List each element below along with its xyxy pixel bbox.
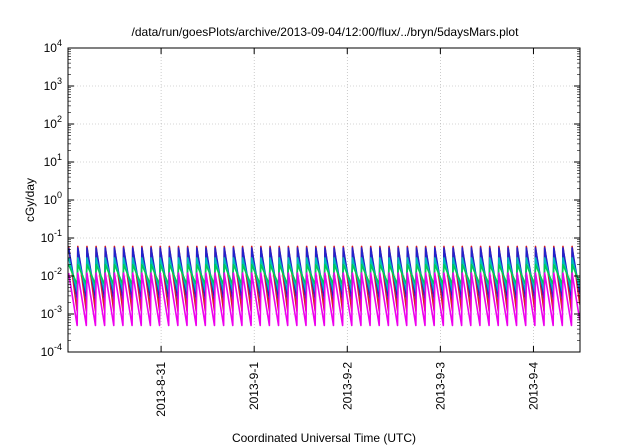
series-line-5 [67, 272, 581, 327]
y-tick-base: 10 [44, 193, 58, 207]
y-tick-exponent: -3 [54, 304, 62, 314]
y-tick-exponent: -2 [54, 266, 62, 276]
x-axis-label: Coordinated Universal Time (UTC) [232, 431, 416, 445]
y-tick-exponent: 4 [57, 38, 62, 48]
x-tick-label: 2013-8-31 [154, 362, 168, 417]
y-tick-label: 103 [44, 76, 62, 93]
y-tick-base: 10 [44, 79, 58, 93]
y-tick-base: 10 [44, 155, 58, 169]
x-tick-label: 2013-9-3 [433, 362, 447, 410]
y-tick-label: 100 [44, 190, 62, 207]
x-tick-label: 2013-9-4 [526, 362, 540, 410]
y-tick-label: 102 [44, 114, 62, 131]
y-tick-exponent: 2 [57, 114, 62, 124]
x-axis: 2013-8-31 2013-9-1 2013-9-2 2013-9-3 2013-9-… [154, 48, 540, 417]
y-tick-label: 10-3 [41, 304, 62, 321]
y-tick-label: 10-1 [41, 228, 62, 245]
chart-title: /data/run/goesPlots/archive/2013-09-04/1… [132, 25, 520, 39]
y-tick-label: 101 [44, 152, 62, 169]
y-tick-exponent: -1 [54, 228, 62, 238]
series-group [67, 245, 581, 327]
y-tick-base: 10 [41, 307, 55, 321]
y-tick-base: 10 [41, 269, 55, 283]
y-axis-label: cGy/day [23, 178, 37, 222]
y-tick-base: 10 [44, 41, 58, 55]
y-tick-base: 10 [44, 117, 58, 131]
y-tick-base: 10 [41, 345, 55, 359]
y-tick-exponent: 3 [57, 76, 62, 86]
x-tick-label: 2013-9-1 [247, 362, 261, 410]
y-tick-label: 10-2 [41, 266, 62, 283]
y-tick-exponent: 0 [57, 190, 62, 200]
y-tick-label: 10-4 [41, 342, 62, 359]
x-tick-label: 2013-9-2 [340, 362, 354, 410]
y-tick-exponent: -4 [54, 342, 62, 352]
y-tick-exponent: 1 [57, 152, 62, 162]
y-tick-label: 104 [44, 38, 62, 55]
y-tick-base: 10 [41, 231, 55, 245]
